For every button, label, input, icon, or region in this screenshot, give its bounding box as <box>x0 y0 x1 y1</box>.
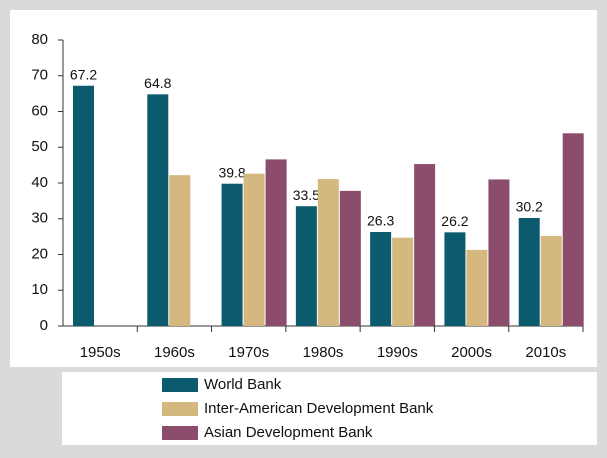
x-tick-label: 1970s <box>228 344 269 361</box>
x-tick-label: 1950s <box>80 344 121 361</box>
data-label: 26.3 <box>367 213 394 229</box>
x-tick-label: 1990s <box>377 344 418 361</box>
x-tick-label: 1960s <box>154 344 195 361</box>
bar <box>339 190 361 326</box>
data-label: 39.8 <box>218 164 245 180</box>
bar <box>488 179 510 326</box>
x-tick-label: 1980s <box>303 344 344 361</box>
legend-swatch <box>162 402 198 416</box>
bar <box>317 179 339 326</box>
bar <box>265 159 287 326</box>
y-tick-label: 70 <box>31 67 48 84</box>
bar <box>73 85 94 326</box>
data-label: 33.5 <box>293 187 320 203</box>
y-tick-label: 50 <box>31 138 48 155</box>
bar <box>414 164 436 326</box>
y-tick-label: 20 <box>31 245 48 262</box>
bar <box>444 232 466 326</box>
y-tick-label: 80 <box>31 31 48 48</box>
bar <box>540 235 562 326</box>
y-tick-label: 0 <box>40 317 48 334</box>
legend-label: World Bank <box>204 376 282 393</box>
legend-label: Asian Development Bank <box>204 424 373 441</box>
legend-swatch <box>162 426 198 440</box>
bar <box>370 231 392 326</box>
y-tick-label: 30 <box>31 210 48 227</box>
legend-box <box>62 372 597 445</box>
bar <box>169 175 191 326</box>
bar <box>221 183 243 326</box>
data-label: 30.2 <box>516 199 543 215</box>
bar <box>295 206 317 326</box>
data-label: 67.2 <box>70 66 97 82</box>
bar <box>147 94 169 326</box>
y-tick-label: 10 <box>31 281 48 298</box>
y-tick-label: 40 <box>31 174 48 191</box>
bar <box>562 133 584 326</box>
legend-label: Inter-American Development Bank <box>204 400 434 417</box>
data-label: 26.2 <box>441 213 468 229</box>
y-tick-label: 60 <box>31 102 48 119</box>
x-tick-label: 2000s <box>451 344 492 361</box>
legend-swatch <box>162 378 198 392</box>
bar <box>466 249 488 326</box>
bar <box>392 237 414 326</box>
data-label: 64.8 <box>144 75 171 91</box>
bar <box>518 218 540 326</box>
x-tick-label: 2010s <box>525 344 566 361</box>
bar <box>243 173 265 326</box>
